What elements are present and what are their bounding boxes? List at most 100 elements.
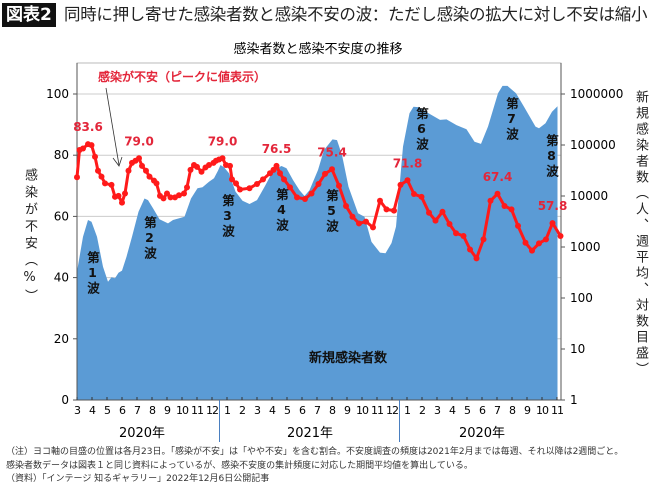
anxiety-point — [92, 153, 98, 160]
x-tick-label: 6 — [119, 404, 126, 417]
wave-label: 第4波 — [274, 188, 289, 233]
x-tick-label: 1 — [224, 404, 230, 417]
anxiety-point — [287, 184, 293, 191]
area-series-label: 新規感染者数 — [309, 350, 388, 366]
x-tick-label: 5 — [464, 404, 471, 417]
anxiety-point — [377, 197, 383, 204]
anxiety-point — [529, 247, 535, 254]
x-tick-label: 10 — [356, 404, 369, 417]
anxiety-point — [549, 220, 556, 227]
left-tick-label: 40 — [54, 271, 69, 285]
anxiety-point — [187, 166, 194, 173]
anxiety-point — [229, 176, 235, 183]
peak-label: 83.6 — [73, 120, 103, 134]
anxiety-point — [501, 202, 508, 209]
anxiety-point — [237, 186, 243, 193]
anxiety-point — [349, 213, 356, 220]
x-tick-label: 5 — [284, 404, 291, 417]
peak-labels: 83.6 79.0 79.0 76.5 75.4 71.8 67.4 57.8 — [73, 120, 567, 213]
anxiety-point — [198, 168, 205, 175]
peak-label: 57.8 — [538, 199, 568, 213]
wave-label: 第7波 — [504, 97, 519, 142]
anxiety-point — [543, 236, 549, 243]
anxiety-point — [480, 236, 487, 243]
anxiety-point — [329, 166, 335, 173]
x-tick-label: 3 — [254, 404, 261, 417]
figure-badge: 図表2 — [2, 3, 56, 27]
anxiety-point — [98, 173, 105, 180]
x-tick-label: 9 — [524, 404, 531, 417]
x-tick-label: 1 — [404, 404, 410, 417]
anxiety-point — [227, 162, 233, 169]
x-tick-label: 2 — [239, 404, 245, 417]
anxiety-point — [557, 232, 564, 239]
right-tick-label: 1000000 — [570, 87, 623, 101]
anxiety-point — [508, 206, 515, 213]
anxiety-point — [370, 224, 376, 231]
x-tick-label: 7 — [134, 404, 141, 417]
anxiety-point — [439, 208, 446, 215]
left-tick-label: 60 — [54, 209, 69, 223]
anxiety-point — [115, 192, 122, 199]
wave-label: 第2波 — [142, 216, 157, 261]
year-label: 2020年 — [119, 426, 165, 441]
anxiety-point — [146, 173, 153, 180]
anxiety-point — [522, 239, 529, 246]
anxiety-point — [125, 167, 132, 174]
x-tick-label: 12 — [386, 404, 398, 417]
anxiety-point — [322, 170, 328, 177]
x-tick-label: 2 — [419, 404, 425, 417]
anxiety-point — [418, 193, 425, 200]
x-tick-label: 9 — [164, 404, 171, 417]
anxiety-point — [473, 255, 480, 262]
note-line: （資料）「インテージ 知るギャラリー」2022年12月6日公開記事 — [6, 474, 270, 484]
anxiety-point — [487, 197, 494, 204]
x-tick-label: 7 — [494, 404, 501, 417]
anxiety-point — [181, 190, 187, 197]
chart-title: 感染者数と感染不安度の推移 — [233, 41, 402, 57]
x-tick-label: 10 — [536, 404, 549, 417]
wave-label: 第8波 — [544, 134, 559, 179]
anxiety-point — [363, 218, 369, 225]
left-tick-label: 80 — [54, 148, 69, 162]
peak-label: 76.5 — [262, 142, 292, 156]
x-tick-label: 6 — [299, 404, 306, 417]
wave-label: 第3波 — [220, 194, 235, 239]
x-tick-label: 4 — [269, 404, 276, 417]
note-line: （注）ヨコ軸の目盛の位置は各月23日。「感染が不安」は「やや不安」を含む割合。不… — [6, 447, 624, 457]
wave-label: 第1波 — [85, 251, 100, 296]
right-tick-label: 1000 — [570, 240, 601, 254]
line-legend-label: 感染が不安（ピークに値表示） — [98, 69, 266, 84]
right-axis-label: 新規感染者数（人、週平均、対数目盛） — [633, 90, 648, 378]
anxiety-point — [233, 180, 239, 187]
anxiety-point — [95, 167, 101, 174]
anxiety-point — [515, 222, 521, 229]
anxiety-point — [219, 155, 226, 162]
right-tick-label: 100000 — [570, 138, 616, 152]
anxiety-point — [260, 176, 266, 183]
x-tick-label: 4 — [89, 404, 96, 417]
anxiety-point — [167, 194, 174, 201]
x-tick-label: 8 — [329, 404, 336, 417]
x-tick-label: 5 — [104, 404, 111, 417]
anxiety-point — [139, 162, 145, 169]
right-tick-label: 100 — [570, 291, 593, 305]
anxiety-point — [453, 230, 459, 237]
x-tick-label: 11 — [371, 404, 383, 417]
note-line: 感染者数データは図表１と同じ資料によっているが、感染不安度の集計頻度に対応した期… — [6, 460, 473, 471]
x-tick-label: 7 — [314, 404, 321, 417]
right-tick-label: 1 — [570, 393, 578, 407]
anxiety-point — [404, 177, 411, 184]
peak-label: 79.0 — [208, 134, 238, 148]
anxiety-point — [246, 185, 253, 192]
anxiety-point — [184, 184, 190, 191]
anxiety-point — [108, 181, 115, 188]
anxiety-point — [432, 217, 439, 224]
anxiety-point — [277, 170, 283, 177]
notes: （注）ヨコ軸の目盛の位置は各月23日。「感染が不安」は「やや不安」を含む割合。不… — [6, 446, 623, 487]
anxiety-point — [302, 195, 308, 202]
legend-arrow — [105, 87, 123, 167]
chart: 感染者数と感染不安度の推移 0 20 40 60 80 100 1 10 100 1000 1000… — [46, 41, 623, 442]
anxiety-point — [119, 199, 125, 206]
anxiety-point — [308, 190, 315, 197]
